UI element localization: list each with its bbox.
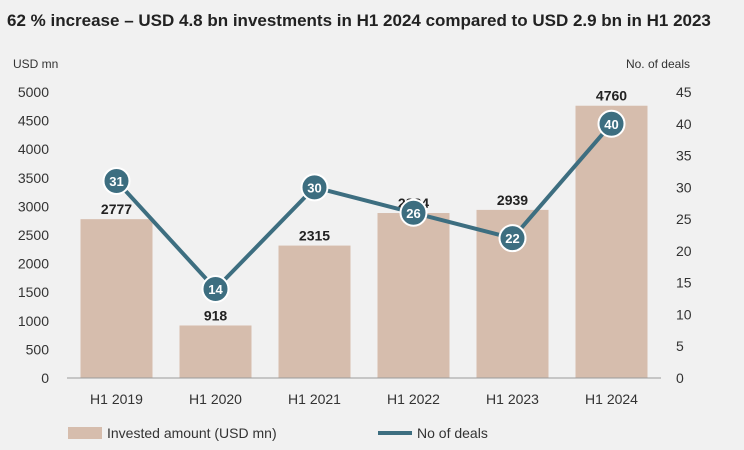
right-axis-tick-label: 15 bbox=[676, 275, 692, 291]
chart-title: 62 % increase – USD 4.8 bn investments i… bbox=[7, 11, 711, 30]
right-axis-tick-label: 30 bbox=[676, 179, 692, 195]
deals-point bbox=[300, 173, 329, 202]
deals-point bbox=[597, 109, 626, 138]
bar-data-label: 2777 bbox=[101, 201, 132, 217]
left-axis-tick-label: 0 bbox=[41, 370, 49, 386]
deals-data-label: 22 bbox=[505, 231, 519, 246]
deals-data-label: 40 bbox=[604, 117, 618, 132]
x-axis-tick-label: H1 2023 bbox=[486, 391, 539, 407]
right-axis-tick-label: 20 bbox=[676, 243, 692, 259]
deals-line bbox=[114, 121, 614, 292]
bar-data-label: 2939 bbox=[497, 192, 528, 208]
left-axis-tick-label: 500 bbox=[26, 341, 50, 357]
right-axis-tick-label: 5 bbox=[676, 338, 684, 354]
right-axis-tick-label: 45 bbox=[676, 84, 692, 100]
deals-data-label: 14 bbox=[208, 282, 223, 297]
x-axis-tick-label: H1 2019 bbox=[90, 391, 143, 407]
bar-data-label: 2315 bbox=[299, 228, 330, 244]
deals-data-label: 26 bbox=[406, 206, 420, 221]
legend-bar-label: Invested amount (USD mn) bbox=[107, 425, 277, 441]
bar-data-label: 918 bbox=[204, 307, 228, 323]
left-axis-unit: USD mn bbox=[13, 57, 58, 71]
left-axis-tick-label: 3500 bbox=[18, 170, 49, 186]
bar bbox=[575, 105, 648, 378]
x-axis-tick-label: H1 2021 bbox=[288, 391, 341, 407]
left-axis-tick-label: 4500 bbox=[18, 113, 49, 129]
left-axis-tick-label: 4000 bbox=[18, 141, 49, 157]
bar bbox=[377, 213, 450, 378]
left-axis-tick-label: 1500 bbox=[18, 284, 49, 300]
right-axis-tick-label: 35 bbox=[676, 148, 692, 164]
deals-point bbox=[498, 224, 527, 253]
left-axis-tick-label: 3000 bbox=[18, 198, 49, 214]
deals-data-label: 30 bbox=[307, 180, 321, 195]
legend-line-label: No of deals bbox=[417, 425, 488, 441]
right-axis-unit: No. of deals bbox=[626, 57, 690, 71]
right-axis-tick-label: 0 bbox=[676, 370, 684, 386]
x-axis-tick-label: H1 2024 bbox=[585, 391, 638, 407]
left-axis-tick-label: 1000 bbox=[18, 313, 49, 329]
deals-point bbox=[201, 275, 230, 304]
x-axis-tick-label: H1 2022 bbox=[387, 391, 440, 407]
bar bbox=[278, 245, 351, 378]
deals-data-label: 31 bbox=[109, 174, 123, 189]
left-axis-tick-label: 5000 bbox=[18, 84, 49, 100]
deals-point bbox=[399, 198, 428, 227]
deals-point bbox=[102, 166, 131, 195]
right-axis-tick-label: 25 bbox=[676, 211, 692, 227]
legend-bar-swatch bbox=[68, 427, 102, 439]
bar-data-label: 4760 bbox=[596, 88, 627, 104]
left-axis-tick-label: 2000 bbox=[18, 256, 49, 272]
left-axis-tick-label: 2500 bbox=[18, 227, 49, 243]
x-axis-tick-label: H1 2020 bbox=[189, 391, 242, 407]
right-axis-tick-label: 40 bbox=[676, 116, 692, 132]
right-axis-tick-label: 10 bbox=[676, 306, 692, 322]
bar bbox=[179, 325, 252, 378]
bar bbox=[80, 219, 153, 378]
